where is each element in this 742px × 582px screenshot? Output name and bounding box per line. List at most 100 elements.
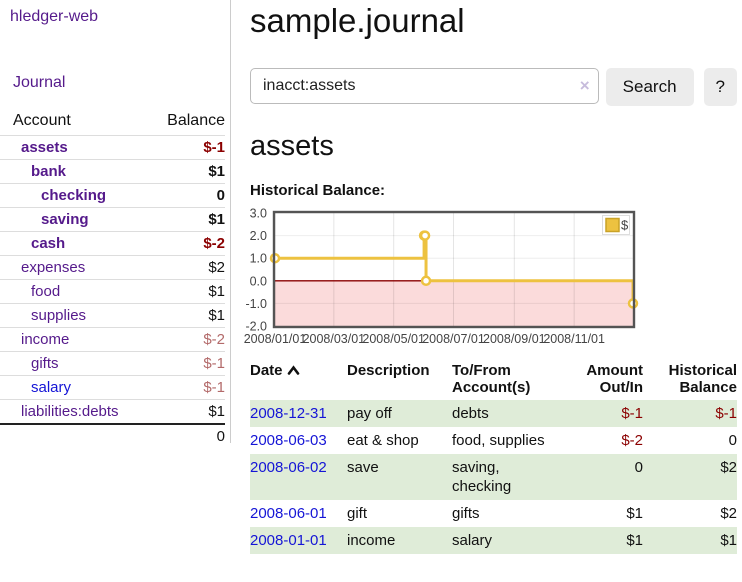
transaction-date-link[interactable]: 2008-06-02 xyxy=(250,459,327,476)
main-content: sample.journal × Search ? assets Histori… xyxy=(244,0,737,554)
transaction-balance: $2 xyxy=(720,505,737,522)
transaction-accounts: gifts xyxy=(452,505,480,522)
account-link[interactable]: expenses xyxy=(21,259,86,276)
account-balance: $2 xyxy=(151,255,225,280)
svg-text:0.0: 0.0 xyxy=(250,274,267,288)
search-button[interactable]: Search xyxy=(605,68,694,106)
svg-text:3.0: 3.0 xyxy=(250,207,267,221)
account-row: liabilities:debts $1 xyxy=(0,399,225,424)
clear-search-icon[interactable]: × xyxy=(579,76,590,95)
account-row: saving $1 xyxy=(0,207,225,232)
transaction-amount: $1 xyxy=(626,532,643,549)
accounts-table: Account Balance assets $-1 bank $1 checking 0… xyxy=(0,109,225,448)
sidebar: hledger-web Journal Account Balance asse… xyxy=(0,0,231,448)
account-row: salary $-1 xyxy=(0,375,225,400)
account-balance: $1 xyxy=(151,207,225,232)
transaction-description: income xyxy=(347,532,396,549)
accounts-total-row: 0 xyxy=(0,423,225,448)
transaction-amount: $1 xyxy=(626,505,643,522)
transaction-description: save xyxy=(347,459,379,476)
account-balance: $1 xyxy=(151,159,225,184)
transaction-description: gift xyxy=(347,505,368,522)
account-balance: $1 xyxy=(151,279,225,304)
app-title-link[interactable]: hledger-web xyxy=(10,8,99,25)
transaction-row: 2008-01-01 income salary $1 $1 xyxy=(250,527,737,554)
svg-text:-1.0: -1.0 xyxy=(245,297,267,311)
accounts-total-balance: 0 xyxy=(151,423,225,448)
transaction-accounts: food, supplies xyxy=(452,432,545,449)
transaction-accounts: debts xyxy=(452,405,489,422)
svg-text:2.0: 2.0 xyxy=(250,229,267,243)
transaction-row: 2008-06-03 eat & shop food, supplies $-2 0 xyxy=(250,427,737,454)
account-link[interactable]: income xyxy=(21,331,70,348)
column-header-amount: Amount Out/In xyxy=(586,362,643,396)
account-link[interactable]: cash xyxy=(31,235,66,252)
account-link[interactable]: salary xyxy=(31,379,72,396)
account-link[interactable]: saving xyxy=(41,211,89,228)
svg-text:2008/03/01: 2008/03/01 xyxy=(303,332,366,346)
account-link[interactable]: bank xyxy=(31,163,67,180)
account-heading: assets xyxy=(250,130,334,162)
column-header-date[interactable]: Date xyxy=(250,359,347,400)
account-row: gifts $-1 xyxy=(0,351,225,376)
svg-text:$: $ xyxy=(621,218,629,233)
svg-text:-2.0: -2.0 xyxy=(245,320,267,334)
account-balance: $-1 xyxy=(151,375,225,400)
account-row: assets $-1 xyxy=(0,135,225,160)
chart-container: $3.0 2.0 1.0 0.0 -1.0 -2.0 2008/01/01 2008/03/0… xyxy=(244,207,737,348)
transaction-row: 2008-12-31 pay off debts $-1 $-1 xyxy=(250,400,737,427)
transactions-table: Date Description To/From Account(s) Amou… xyxy=(250,359,737,554)
transaction-date-link[interactable]: 2008-06-03 xyxy=(250,432,327,449)
column-header-accounts: To/From Account(s) xyxy=(452,362,531,396)
transaction-amount: $-2 xyxy=(621,432,643,449)
transaction-balance: $1 xyxy=(720,532,737,549)
svg-text:2008/07/01: 2008/07/01 xyxy=(422,332,485,346)
transactions-table-body: 2008-12-31 pay off debts $-1 $-1 2008-06-03 ea… xyxy=(250,400,737,554)
account-link[interactable]: supplies xyxy=(31,307,87,324)
account-link[interactable]: liabilities:debts xyxy=(21,403,119,420)
account-row: supplies $1 xyxy=(0,303,225,328)
account-row: income $-2 xyxy=(0,327,225,352)
transaction-date-link[interactable]: 2008-12-31 xyxy=(250,405,327,422)
transaction-amount: $-1 xyxy=(621,405,643,422)
account-row: checking 0 xyxy=(0,183,225,208)
accounts-header-balance: Balance xyxy=(167,112,225,129)
column-header-description: Description xyxy=(347,362,430,379)
transactions-header-row: Date Description To/From Account(s) Amou… xyxy=(250,359,737,400)
account-balance: $-2 xyxy=(151,327,225,352)
account-row: cash $-2 xyxy=(0,231,225,256)
account-row: bank $1 xyxy=(0,159,225,184)
svg-text:2008/01/01: 2008/01/01 xyxy=(244,332,307,346)
account-balance: $1 xyxy=(151,303,225,328)
account-link[interactable]: food xyxy=(31,283,61,300)
transaction-amount: 0 xyxy=(634,459,643,476)
transaction-accounts: saving, checking xyxy=(452,459,512,495)
transaction-row: 2008-06-01 gift gifts $1 $2 xyxy=(250,500,737,527)
transaction-row: 2008-06-02 save saving, checking 0 $2 xyxy=(250,454,737,500)
transaction-accounts: salary xyxy=(452,532,493,549)
account-row: expenses $2 xyxy=(0,255,225,280)
svg-text:2008/11/01: 2008/11/01 xyxy=(543,332,605,346)
account-balance: 0 xyxy=(151,183,225,208)
column-header-balance: Historical Balance xyxy=(668,362,737,396)
svg-text:1.0: 1.0 xyxy=(250,252,267,266)
sort-ascending-icon xyxy=(287,363,300,380)
transaction-date-link[interactable]: 2008-06-01 xyxy=(250,505,327,522)
search-input[interactable] xyxy=(250,68,599,104)
transaction-date-link[interactable]: 2008-01-01 xyxy=(250,532,327,549)
accounts-header-account: Account xyxy=(13,112,71,129)
transaction-balance: $2 xyxy=(720,459,737,476)
help-button[interactable]: ? xyxy=(703,68,737,106)
account-balance: $-2 xyxy=(151,231,225,256)
sidebar-item-journal[interactable]: Journal xyxy=(13,74,66,91)
account-link[interactable]: checking xyxy=(41,187,107,204)
account-link[interactable]: gifts xyxy=(31,355,59,372)
chart-label: Historical Balance: xyxy=(250,182,386,199)
svg-text:2008/05/01: 2008/05/01 xyxy=(362,332,425,346)
account-row: food $1 xyxy=(0,279,225,304)
transaction-balance: 0 xyxy=(728,432,737,449)
svg-text:2008/09/01: 2008/09/01 xyxy=(483,332,546,346)
account-link[interactable]: assets xyxy=(21,139,68,156)
account-balance: $-1 xyxy=(151,135,225,160)
accounts-table-body: assets $-1 bank $1 checking 0 saving $1 cash $-2 e… xyxy=(0,135,225,424)
